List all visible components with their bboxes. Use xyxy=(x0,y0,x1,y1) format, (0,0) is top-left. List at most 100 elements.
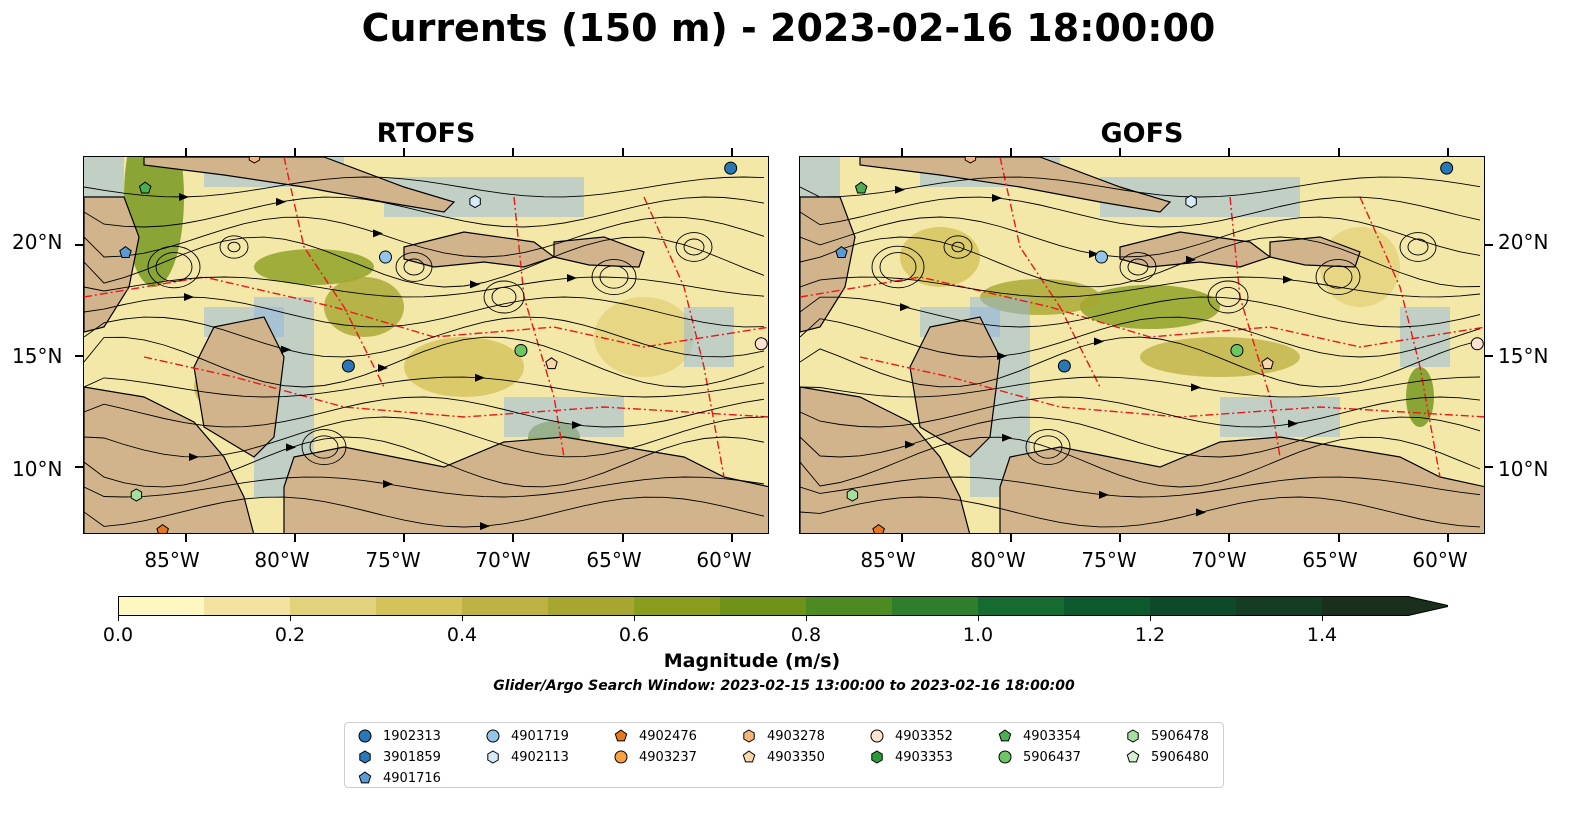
streamline xyxy=(800,496,1481,528)
legend-item-4903352: 4903352 xyxy=(869,726,953,746)
colorbar-tick-label: 1.4 xyxy=(1306,624,1338,646)
lat-label-10n-left: 10°N xyxy=(12,457,63,481)
streamline xyxy=(84,296,765,328)
lat-label-20n-right: 20°N xyxy=(1498,230,1549,254)
float-marker-4903352 xyxy=(1470,337,1484,351)
legend-item-4903237: 4903237 xyxy=(613,747,697,767)
colorbar-tick-label: 0.0 xyxy=(102,624,134,646)
colorbar-segment xyxy=(806,596,893,616)
lon-major-tick xyxy=(184,534,187,542)
rtofs-map-canvas xyxy=(84,157,768,533)
legend-label: 4903354 xyxy=(1023,728,1081,744)
lat-major-tick xyxy=(75,355,83,358)
streamline xyxy=(800,376,1481,398)
float-marker-4903278 xyxy=(248,157,261,164)
streamline-arrow xyxy=(281,345,291,354)
colorbar-tick-label: 0.6 xyxy=(618,624,650,646)
lon-label-70w-right: 70°W xyxy=(1191,548,1247,572)
eddy-streamline xyxy=(683,238,705,256)
eddy-streamline xyxy=(1207,280,1249,314)
float-marker-4903354 xyxy=(854,181,868,194)
lat-label-15n-right: 15°N xyxy=(1498,344,1549,368)
streamline xyxy=(800,316,1481,358)
float-marker-3901859 xyxy=(341,359,355,373)
eddy-streamline xyxy=(1025,428,1071,466)
legend-label: 4903353 xyxy=(895,749,953,765)
eez-boundary xyxy=(283,157,385,388)
streamline xyxy=(84,496,765,528)
legend-item-4902113: 4902113 xyxy=(485,747,569,767)
float-marker-1902313 xyxy=(724,161,738,175)
float-marker-5906437 xyxy=(514,343,528,357)
eddy-streamline xyxy=(227,241,241,253)
colorbar-segment xyxy=(720,596,807,616)
lon-major-tick xyxy=(293,534,296,542)
lat-major-tick xyxy=(1485,466,1493,469)
lon-label-65w-left: 65°W xyxy=(586,548,642,572)
streamline xyxy=(84,396,765,428)
float-marker-4902113 xyxy=(1185,194,1197,209)
eddy-streamline xyxy=(1323,265,1353,289)
eddy-streamline xyxy=(599,265,629,289)
colorbar-tick-mark xyxy=(289,616,291,621)
lon-major-tick xyxy=(900,534,903,542)
colorbar-segment xyxy=(462,596,549,616)
eddy-streamline xyxy=(1033,435,1063,459)
colorbar-tick-mark xyxy=(633,616,635,621)
eez-boundary xyxy=(643,196,725,478)
search-window-text: Glider/Argo Search Window: 2023-02-15 13… xyxy=(493,678,1075,694)
lon-major-tick xyxy=(403,534,406,542)
lon-major-tick xyxy=(403,148,406,156)
legend-marker-icon xyxy=(742,750,756,763)
legend-label: 4901716 xyxy=(383,770,441,786)
lat-label-20n-left: 20°N xyxy=(12,230,63,254)
streamline-arrow xyxy=(905,440,915,449)
land-mass xyxy=(1119,231,1272,268)
float-marker-5906437 xyxy=(1230,343,1244,357)
eez-boundary xyxy=(800,276,1484,348)
streamline xyxy=(800,476,1481,498)
lon-major-tick xyxy=(1009,534,1012,542)
lon-major-tick xyxy=(1446,148,1449,156)
streamline xyxy=(84,376,765,398)
lon-label-85w-left: 85°W xyxy=(144,548,200,572)
streamline-arrow xyxy=(276,197,286,206)
streamline xyxy=(84,236,765,288)
float-marker-1902313 xyxy=(1440,161,1454,175)
eddy-streamline xyxy=(395,252,433,282)
rtofs-map xyxy=(83,156,769,534)
colorbar-segment xyxy=(1064,596,1151,616)
legend-marker-icon xyxy=(487,750,499,764)
legend-label: 4902113 xyxy=(511,749,569,765)
legend-label: 3901859 xyxy=(383,749,441,765)
legend-marker-icon xyxy=(870,729,884,743)
colorbar-segment xyxy=(204,596,291,616)
lon-major-tick xyxy=(512,148,515,156)
streamline-arrow xyxy=(383,480,393,489)
eddy-streamline xyxy=(1215,286,1241,308)
streamline-arrow xyxy=(1089,250,1099,259)
lon-major-tick xyxy=(512,534,515,542)
streamline xyxy=(800,236,1481,288)
lat-major-tick xyxy=(1485,243,1493,246)
float-marker-3901859 xyxy=(1057,359,1071,373)
lon-major-tick xyxy=(730,534,733,542)
float-marker-4901719 xyxy=(1094,250,1108,264)
legend-marker-icon xyxy=(1126,750,1140,763)
legend-marker-icon xyxy=(1127,729,1139,743)
rtofs-panel-title: RTOFS xyxy=(376,118,476,149)
eez-boundary xyxy=(1359,196,1441,478)
float-marker-5906478 xyxy=(130,488,143,502)
streamline-arrow xyxy=(1191,383,1201,392)
streamline-arrow xyxy=(179,192,189,201)
float-marker-4903350 xyxy=(545,357,558,370)
legend-label: 4903352 xyxy=(895,728,953,744)
eddy-streamline xyxy=(1119,252,1157,282)
colorbar-segment xyxy=(978,596,1065,616)
streamline-arrow xyxy=(373,229,383,238)
legend-item-4903353: 4903353 xyxy=(869,747,953,767)
streamline xyxy=(800,196,1481,228)
float-marker-4901719 xyxy=(378,250,392,264)
colorbar-segment xyxy=(290,596,377,616)
streamline xyxy=(84,316,765,358)
